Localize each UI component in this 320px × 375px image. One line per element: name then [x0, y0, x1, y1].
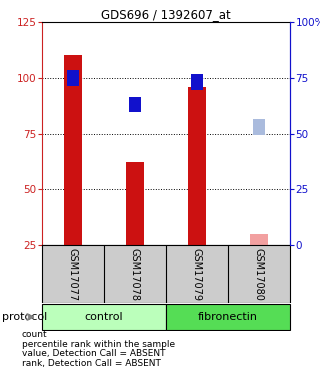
Text: fibronectin: fibronectin — [198, 312, 258, 322]
Bar — [188, 87, 206, 245]
Text: GSM17079: GSM17079 — [192, 248, 202, 301]
Bar — [64, 56, 82, 245]
Bar — [67, 70, 79, 86]
Text: percentile rank within the sample: percentile rank within the sample — [22, 340, 175, 349]
Text: GSM17078: GSM17078 — [130, 248, 140, 301]
Text: count: count — [22, 330, 48, 339]
Title: GDS696 / 1392607_at: GDS696 / 1392607_at — [101, 8, 231, 21]
Text: value, Detection Call = ABSENT: value, Detection Call = ABSENT — [22, 350, 165, 358]
FancyBboxPatch shape — [42, 304, 166, 330]
Bar — [253, 119, 265, 135]
FancyBboxPatch shape — [166, 304, 290, 330]
Bar — [129, 97, 141, 112]
Text: GSM17080: GSM17080 — [254, 248, 264, 301]
Text: control: control — [85, 312, 123, 322]
Text: protocol: protocol — [2, 312, 47, 322]
Bar — [250, 234, 268, 245]
Text: rank, Detection Call = ABSENT: rank, Detection Call = ABSENT — [22, 359, 161, 368]
Text: GSM17077: GSM17077 — [68, 248, 78, 301]
Bar — [126, 162, 144, 245]
Bar — [191, 74, 203, 90]
